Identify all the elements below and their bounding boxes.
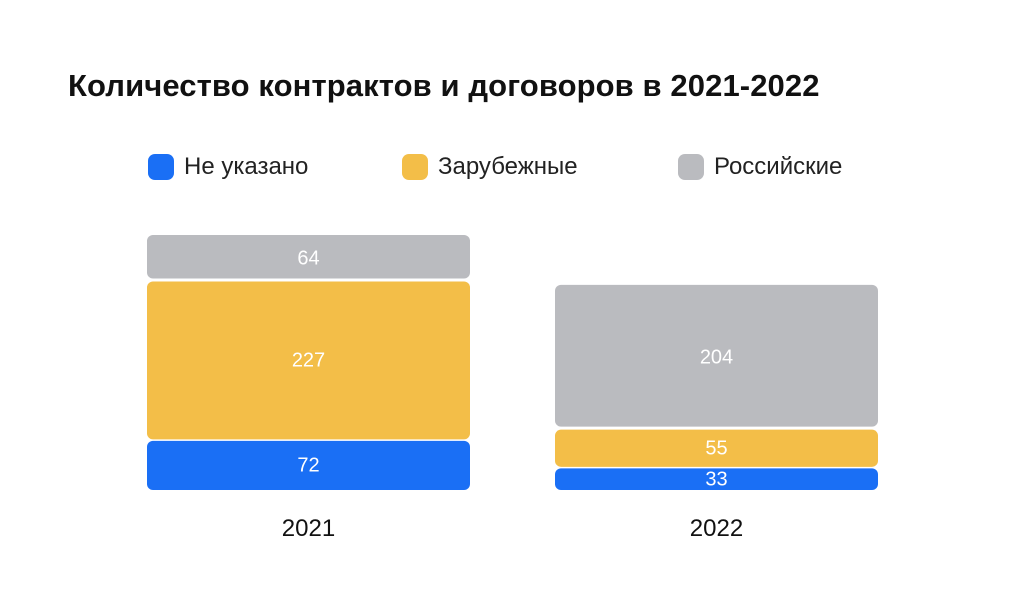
x-tick-label-2021: 2021 bbox=[282, 515, 335, 542]
data-label-russian-2021: 64 bbox=[297, 247, 319, 269]
legend-label-unspecified: Не указано bbox=[184, 153, 309, 180]
legend-swatch-foreign bbox=[402, 154, 428, 180]
chart-title: Количество контрактов и договоров в 2021… bbox=[68, 68, 820, 103]
bar-segment-foreign-2022 bbox=[555, 429, 878, 467]
data-label-russian-2022: 204 bbox=[700, 347, 733, 369]
legend-label-russian: Российские bbox=[714, 153, 843, 180]
data-label-foreign-2021: 227 bbox=[292, 350, 325, 372]
legend-item-unspecified: Не указано bbox=[148, 150, 308, 184]
legend-swatch-russian bbox=[678, 154, 704, 180]
bar-segment-foreign-2021 bbox=[147, 281, 470, 440]
bar-segment-russian-2022 bbox=[555, 284, 878, 427]
legend-label-foreign: Зарубежные bbox=[438, 153, 578, 180]
x-tick-label-2022: 2022 bbox=[690, 515, 743, 542]
bar-segment-unspecified-2021 bbox=[147, 440, 470, 490]
legend: Не указано Зарубежные Российские bbox=[0, 150, 1024, 184]
data-label-foreign-2022: 55 bbox=[705, 438, 727, 460]
legend-item-russian: Российские bbox=[678, 150, 842, 184]
data-label-unspecified-2021: 72 bbox=[297, 455, 319, 477]
bar-segment-russian-2021 bbox=[147, 235, 470, 279]
bar-segment-unspecified-2022 bbox=[555, 468, 878, 490]
legend-swatch-unspecified bbox=[148, 154, 174, 180]
legend-item-foreign: Зарубежные bbox=[402, 150, 578, 184]
data-label-unspecified-2022: 33 bbox=[705, 468, 727, 490]
